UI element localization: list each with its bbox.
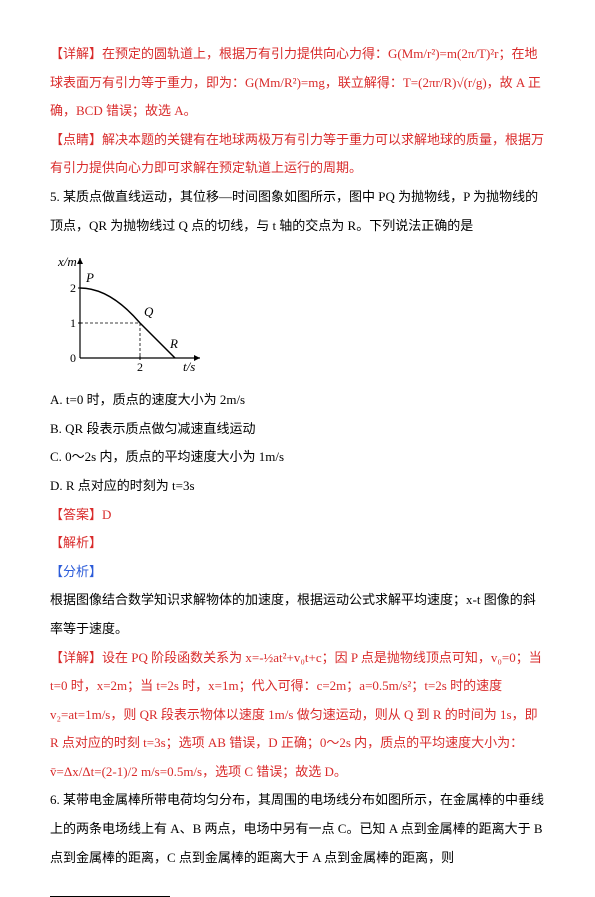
svg-text:1: 1 (70, 316, 76, 330)
answer-label: 【答案】D (50, 501, 545, 530)
svg-text:x/m: x/m (57, 254, 77, 269)
svg-text:0: 0 (70, 351, 76, 365)
option-c: C. 0～2s 内，质点的平均速度大小为 1m/s (50, 443, 545, 472)
svg-text:2: 2 (70, 281, 76, 295)
xt-graph: P Q R 0 1 2 2 t/s x/m (50, 248, 210, 378)
svg-text:R: R (169, 336, 178, 351)
analysis-text: 根据图像结合数学知识求解物体的加速度，根据运动公式求解平均速度；x-t 图像的斜… (50, 586, 545, 643)
svg-text:P: P (85, 270, 94, 285)
question-5-intro: 5. 某质点做直线运动，其位移—时间图象如图所示，图中 PQ 为抛物线，P 为抛… (50, 183, 545, 240)
svg-text:2: 2 (137, 360, 143, 374)
svg-text:t/s: t/s (183, 359, 195, 374)
option-a: A. t=0 时，质点的速度大小为 2m/s (50, 386, 545, 415)
point-para: 【点睛】解决本题的关键有在地球两极万有引力等于重力可以求解地球的质量，根据万有引… (50, 126, 545, 183)
detail-para-1: 【详解】在预定的圆轨道上，根据万有引力提供向心力得：G(Mm/r²)=m(2π/… (50, 40, 545, 126)
detail-explanation: 【详解】设在 PQ 阶段函数关系为 x=-½at²+v₀t+c；因 P 点是抛物… (50, 644, 545, 787)
option-d: D. R 点对应的时刻为 t=3s (50, 472, 545, 501)
analysis-label: 【分析】 (50, 558, 545, 587)
option-b: B. QR 段表示质点做匀减速直线运动 (50, 415, 545, 444)
svg-text:Q: Q (144, 304, 154, 319)
question-6: 6. 某带电金属棒所带电荷均匀分布，其周围的电场线分布如图所示，在金属棒的中垂线… (50, 786, 545, 872)
solution-label: 【解析】 (50, 529, 545, 558)
